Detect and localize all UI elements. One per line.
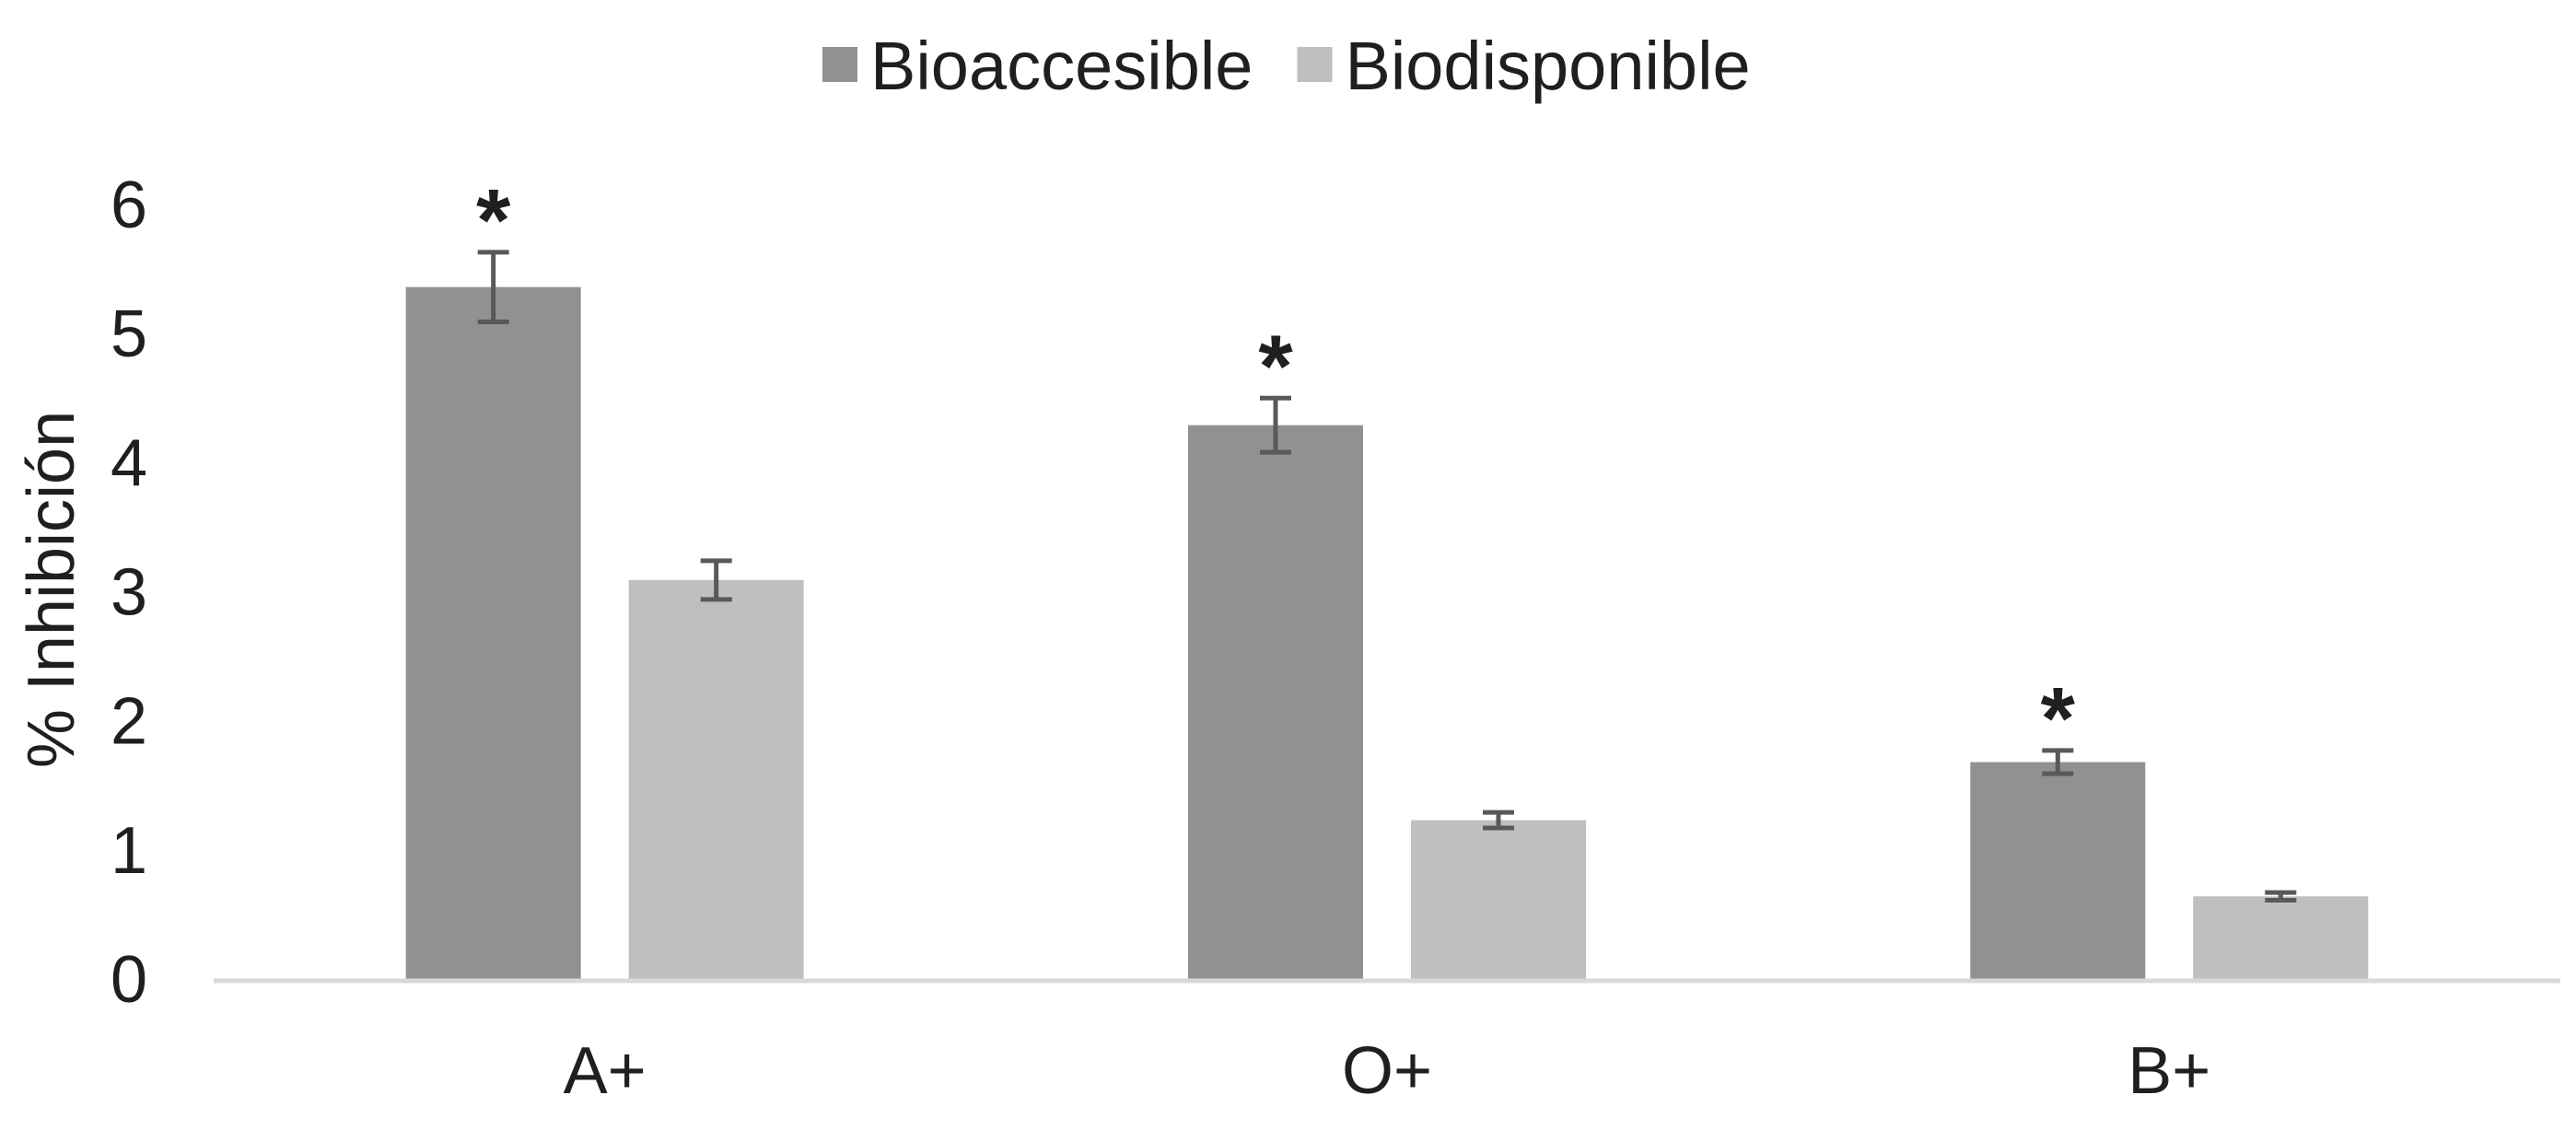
y-tick-label: 0 — [111, 943, 147, 1017]
legend-swatch — [822, 47, 857, 82]
error-bar — [477, 250, 509, 325]
x-category-label: A+ — [564, 1034, 647, 1108]
significance-marker: * — [1258, 317, 1293, 415]
significance-marker: * — [2041, 670, 2076, 768]
y-tick-label: 5 — [111, 297, 147, 371]
legend-label: Bioaccesible — [870, 28, 1253, 104]
bar-bioaccesible-oplus — [1188, 425, 1363, 979]
bars: * * * — [405, 171, 2369, 979]
error-bar — [1483, 810, 1514, 831]
bar-bioaccesible-bplus — [1970, 762, 2146, 979]
x-category-label: B+ — [2127, 1034, 2210, 1108]
bar-bioaccesible-aplus — [405, 286, 581, 979]
y-tick-label: 6 — [111, 169, 147, 242]
y-tick-label: 3 — [111, 556, 147, 630]
x-axis-categories: A+ O+ B+ — [564, 1034, 2211, 1108]
bar-biodisponible-bplus — [2193, 896, 2369, 979]
bar-biodisponible-aplus — [628, 579, 804, 979]
y-tick-label: 2 — [111, 685, 147, 759]
y-axis-title: % Inhibición — [15, 411, 88, 768]
error-bar — [2042, 748, 2074, 776]
significance-marker: * — [476, 171, 511, 270]
y-tick-label: 1 — [111, 814, 147, 888]
legend: Bioaccesible Biodisponible — [822, 28, 1751, 104]
y-tick-label: 4 — [111, 426, 147, 500]
error-bar — [1260, 395, 1291, 455]
x-category-label: O+ — [1342, 1034, 1432, 1108]
y-axis-ticks: 0 1 2 3 4 5 6 — [111, 169, 147, 1017]
error-bar — [700, 558, 732, 602]
legend-label: Biodisponible — [1345, 28, 1750, 104]
error-bar — [2265, 890, 2297, 903]
legend-swatch — [1297, 47, 1333, 82]
bar-biodisponible-oplus — [1411, 820, 1586, 979]
